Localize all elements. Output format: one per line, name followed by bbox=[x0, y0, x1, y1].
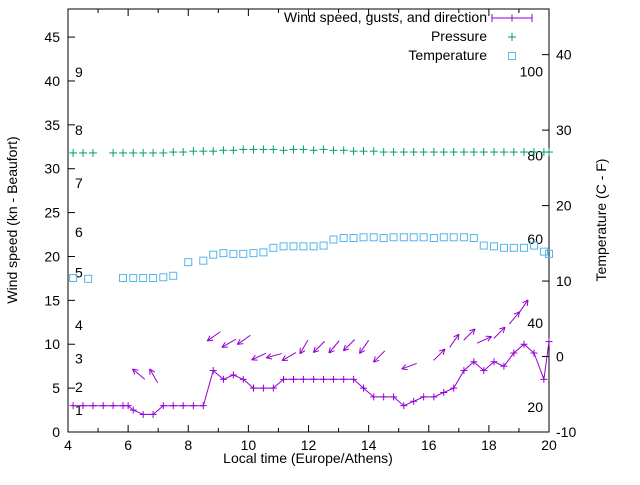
svg-text:20: 20 bbox=[44, 248, 60, 264]
svg-text:60: 60 bbox=[527, 231, 543, 247]
svg-text:10: 10 bbox=[44, 336, 60, 352]
legend-label-wind: Wind speed, gusts, and direction bbox=[284, 9, 487, 25]
svg-text:40: 40 bbox=[556, 47, 572, 63]
legend-symbols bbox=[492, 14, 532, 60]
y-left-axis-title: Wind speed (kn - Beaufort) bbox=[4, 136, 20, 303]
x-axis-title: Local time (Europe/Athens) bbox=[223, 450, 393, 466]
svg-text:3: 3 bbox=[75, 350, 83, 366]
svg-text:30: 30 bbox=[556, 122, 572, 138]
wind-speed-series bbox=[70, 338, 553, 418]
legend: Wind speed, gusts, and direction Pressur… bbox=[284, 9, 487, 63]
svg-text:7: 7 bbox=[75, 175, 83, 191]
wind-direction-arrows bbox=[133, 300, 529, 383]
svg-text:30: 30 bbox=[44, 161, 60, 177]
svg-text:10: 10 bbox=[556, 273, 572, 289]
plot-border bbox=[68, 9, 549, 432]
svg-text:18: 18 bbox=[481, 437, 497, 453]
svg-text:1: 1 bbox=[75, 402, 83, 418]
svg-text:20: 20 bbox=[541, 437, 557, 453]
svg-text:40: 40 bbox=[44, 73, 60, 89]
svg-text:4: 4 bbox=[64, 437, 72, 453]
legend-label-temperature: Temperature bbox=[408, 47, 487, 63]
svg-text:6: 6 bbox=[75, 224, 83, 240]
svg-text:40: 40 bbox=[527, 315, 543, 331]
svg-text:0: 0 bbox=[52, 424, 60, 440]
pressure-series bbox=[69, 145, 553, 157]
svg-text:25: 25 bbox=[44, 205, 60, 221]
svg-text:20: 20 bbox=[556, 198, 572, 214]
svg-text:4: 4 bbox=[75, 317, 83, 333]
svg-text:80: 80 bbox=[527, 147, 543, 163]
svg-text:45: 45 bbox=[44, 29, 60, 45]
svg-text:9: 9 bbox=[75, 64, 83, 80]
fahrenheit-scale-labels: 100 80 60 40 20 bbox=[520, 63, 544, 414]
svg-text:2: 2 bbox=[75, 379, 83, 395]
svg-text:0: 0 bbox=[556, 349, 564, 365]
svg-text:100: 100 bbox=[520, 63, 544, 79]
svg-text:6: 6 bbox=[124, 437, 132, 453]
svg-text:8: 8 bbox=[184, 437, 192, 453]
svg-text:16: 16 bbox=[421, 437, 437, 453]
y-right-axis-title: Temperature (C - F) bbox=[593, 159, 609, 282]
svg-text:35: 35 bbox=[44, 117, 60, 133]
temperature-series bbox=[70, 234, 553, 283]
svg-text:8: 8 bbox=[75, 122, 83, 138]
legend-label-pressure: Pressure bbox=[431, 28, 487, 44]
svg-text:20: 20 bbox=[527, 399, 543, 415]
svg-text:15: 15 bbox=[44, 292, 60, 308]
svg-text:-10: -10 bbox=[556, 424, 576, 440]
svg-text:5: 5 bbox=[52, 380, 60, 396]
